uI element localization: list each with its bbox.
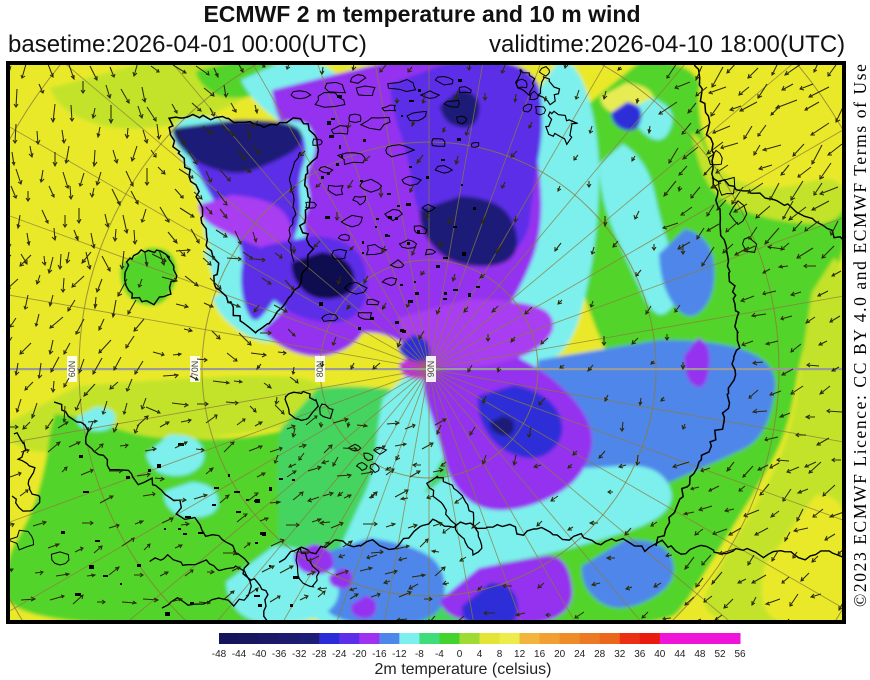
svg-text:16: 16 bbox=[534, 649, 546, 660]
svg-text:-12: -12 bbox=[392, 649, 407, 660]
svg-text:28: 28 bbox=[594, 649, 606, 660]
svg-text:90N: 90N bbox=[426, 361, 436, 378]
svg-text:4: 4 bbox=[477, 649, 483, 660]
svg-text:-8: -8 bbox=[415, 649, 424, 660]
svg-text:-4: -4 bbox=[435, 649, 444, 660]
svg-text:40: 40 bbox=[654, 649, 666, 660]
svg-text:-28: -28 bbox=[312, 649, 327, 660]
svg-text:-16: -16 bbox=[372, 649, 387, 660]
svg-text:80N: 80N bbox=[315, 361, 325, 378]
svg-text:12: 12 bbox=[514, 649, 526, 660]
svg-text:70N: 70N bbox=[190, 361, 200, 378]
svg-text:0: 0 bbox=[457, 649, 463, 660]
svg-text:20: 20 bbox=[554, 649, 566, 660]
svg-text:60N: 60N bbox=[67, 361, 77, 378]
svg-text:-36: -36 bbox=[272, 649, 287, 660]
svg-text:24: 24 bbox=[574, 649, 586, 660]
svg-text:8: 8 bbox=[497, 649, 503, 660]
svg-text:-48: -48 bbox=[212, 649, 227, 660]
svg-text:-44: -44 bbox=[232, 649, 247, 660]
svg-text:-40: -40 bbox=[252, 649, 267, 660]
svg-text:32: 32 bbox=[614, 649, 626, 660]
svg-text:56: 56 bbox=[734, 649, 746, 660]
svg-text:-24: -24 bbox=[332, 649, 347, 660]
svg-text:48: 48 bbox=[694, 649, 706, 660]
svg-text:2m temperature (celsius): 2m temperature (celsius) bbox=[375, 661, 552, 678]
svg-text:44: 44 bbox=[674, 649, 686, 660]
svg-text:52: 52 bbox=[714, 649, 726, 660]
svg-text:36: 36 bbox=[634, 649, 646, 660]
svg-text:-20: -20 bbox=[352, 649, 367, 660]
svg-text:-32: -32 bbox=[292, 649, 307, 660]
